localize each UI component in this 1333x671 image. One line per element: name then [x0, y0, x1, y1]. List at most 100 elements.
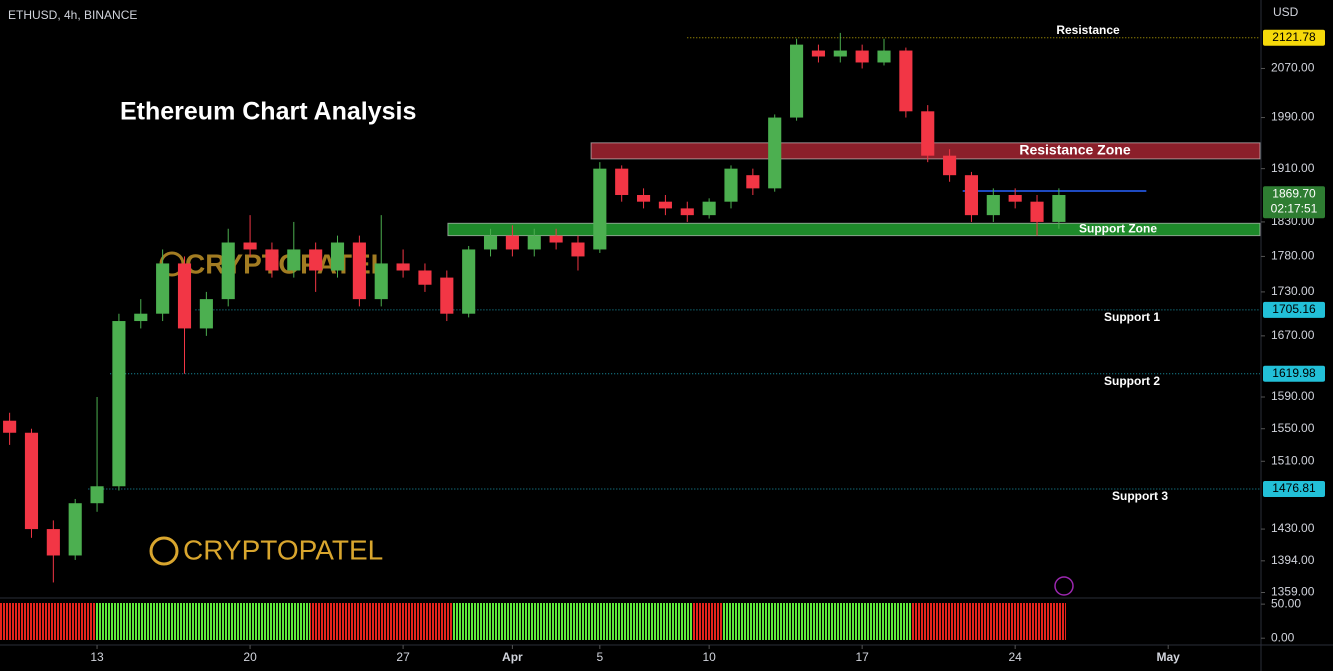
indicator-green: [722, 603, 912, 640]
candle-body: [527, 235, 541, 250]
candle-body: [418, 270, 432, 285]
candle-body: [68, 503, 82, 556]
candle-body: [1030, 201, 1044, 222]
indicator-red: [692, 603, 722, 640]
candle-body: [199, 299, 213, 329]
y-tick-label: 1990.00: [1271, 110, 1315, 124]
candle-body: [505, 235, 519, 250]
candle-body: [243, 242, 257, 250]
candle-body: [156, 263, 170, 314]
candle-body: [309, 249, 323, 271]
symbol-label: ETHUSD, 4h, BINANCE: [8, 8, 137, 22]
candle-body: [46, 529, 60, 556]
y-tick-label: 1590.00: [1271, 389, 1315, 403]
candle-body: [330, 242, 345, 271]
candle-body: [571, 242, 585, 257]
x-tick-label: 27: [396, 650, 410, 664]
countdown: 02:17:51: [1271, 201, 1318, 215]
price-tag: [1263, 301, 1325, 318]
y-tick-label: 1394.00: [1271, 553, 1315, 567]
level-label: Support 3: [1112, 489, 1168, 503]
price-tag: [1263, 480, 1325, 497]
price-tag-label: 1619.98: [1272, 366, 1316, 380]
candle-body: [1008, 195, 1022, 202]
indicator-tick-label: 50.00: [1271, 596, 1301, 610]
indicator-red: [310, 603, 452, 640]
candle-body: [615, 168, 629, 196]
candle-body: [724, 168, 738, 202]
y-tick-label: 1730.00: [1271, 284, 1315, 298]
candle-body: [877, 50, 891, 63]
zone: [447, 222, 1261, 237]
candle-body: [790, 44, 804, 118]
x-tick-label: 24: [1008, 650, 1022, 664]
x-tick-label: 17: [855, 650, 869, 664]
indicator-tick-label: 0.00: [1271, 630, 1295, 644]
price-tag: [1263, 365, 1325, 382]
candle-body: [483, 235, 498, 250]
indicator-bars: [0, 603, 1066, 640]
candle-body: [287, 249, 301, 271]
candle-body: [265, 249, 279, 271]
candle-body: [90, 486, 104, 504]
zone-label: Support Zone: [1079, 222, 1157, 236]
zone-label: Resistance Zone: [1019, 142, 1130, 158]
candle-body: [921, 111, 935, 156]
candle-body: [352, 242, 366, 300]
candle-body: [986, 195, 1000, 216]
candle-body: [24, 432, 39, 530]
candle-body: [833, 50, 847, 57]
x-tick-label: Apr: [502, 650, 523, 664]
candle-body: [134, 313, 148, 322]
candle-body: [112, 321, 126, 487]
last-price-tag: [1263, 186, 1325, 219]
x-tick-label: 13: [90, 650, 104, 664]
candle-body: [899, 50, 913, 112]
candle-body: [768, 117, 782, 189]
candle-body: [549, 235, 563, 243]
x-tick-label: May: [1157, 650, 1181, 664]
price-tag-label: 2121.78: [1272, 30, 1316, 44]
y-tick-label: 1780.00: [1271, 249, 1315, 263]
level-label: Support 2: [1104, 374, 1160, 388]
indicator-green: [452, 603, 692, 640]
candle-body: [462, 249, 476, 314]
candle-body: [855, 50, 869, 63]
price-tag-label: 1476.81: [1272, 481, 1316, 495]
level-label: Support 1: [1104, 310, 1160, 324]
price-tag: [1263, 29, 1325, 46]
candle-body: [3, 420, 17, 433]
alert-icon[interactable]: [1054, 576, 1074, 596]
candle-body: [702, 201, 716, 216]
candle-body: [943, 155, 957, 176]
y-tick-label: 1670.00: [1271, 328, 1315, 342]
candle-body: [396, 263, 410, 271]
x-tick-label: 5: [596, 650, 603, 664]
chart-title: Ethereum Chart Analysis: [120, 98, 416, 126]
x-tick-label: 10: [702, 650, 716, 664]
y-tick-label: 1510.00: [1271, 453, 1315, 467]
y-tick-label: 1550.00: [1271, 421, 1315, 435]
candle-body: [811, 50, 825, 57]
candle-body: [593, 168, 607, 250]
price-tag-label: 1705.16: [1272, 302, 1316, 316]
y-tick-label: 1910.00: [1271, 161, 1315, 175]
y-tick-label: 2070.00: [1271, 61, 1315, 75]
indicator-red: [0, 603, 95, 640]
x-tick-label: 20: [243, 650, 257, 664]
candle-body: [221, 242, 235, 300]
candle-body: [964, 175, 979, 216]
candle-body: [1052, 195, 1066, 222]
candle-body: [636, 195, 651, 202]
y-tick-label: 1359.00: [1271, 585, 1315, 599]
y-tick-label: 1430.00: [1271, 521, 1315, 535]
watermark: CRYPTOPATEL: [183, 534, 383, 565]
logo: [149, 536, 179, 566]
indicator-green: [95, 603, 310, 640]
level-label: Resistance: [1056, 23, 1120, 37]
candle-body: [374, 263, 388, 300]
last-price-label: 1869.70: [1272, 186, 1316, 200]
candle-body: [658, 201, 672, 209]
